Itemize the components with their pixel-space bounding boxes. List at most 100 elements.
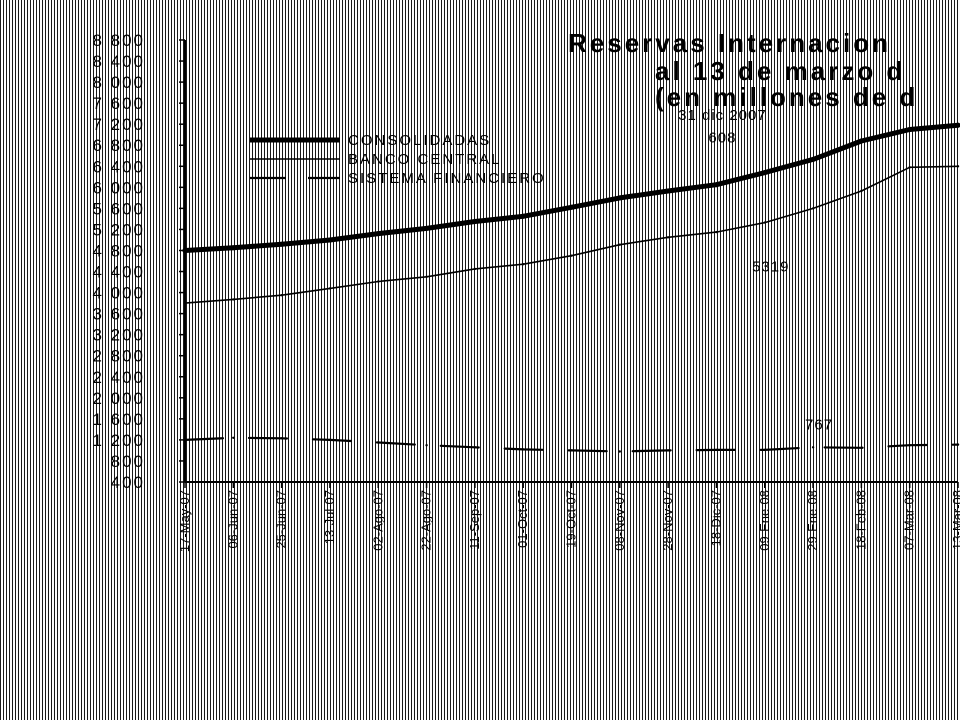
y-tick-label: 7 600 [92, 94, 145, 113]
series-point [955, 122, 960, 128]
title-line-2: al 13 de marzo d [655, 56, 905, 86]
y-tick-label: 8 400 [92, 52, 145, 71]
series-point [811, 207, 815, 210]
series-point [377, 441, 380, 444]
series-point [424, 225, 430, 231]
series-point [327, 237, 333, 243]
series-line [182, 122, 960, 253]
x-tick-label: 13-Jul-07 [322, 490, 337, 544]
y-tick-label: 3 200 [92, 326, 145, 345]
series-point [860, 446, 863, 449]
y-tick-label: 5 600 [92, 199, 145, 218]
chart-title: Reservas Internacion al 13 de marzo d (e… [568, 28, 918, 112]
legend-item-label: CONSOLIDADAS [348, 132, 491, 149]
y-axis-ticks: 400 800 1 200 1 600 2 000 2 400 2 800 3 200 3 60… [92, 31, 185, 492]
series-point [232, 436, 235, 439]
y-tick-label: 400 [111, 473, 145, 492]
series-point [279, 241, 285, 247]
y-tick-label: 6 000 [92, 178, 145, 197]
series-point [666, 236, 670, 239]
series-point [230, 245, 236, 251]
annotation-label: 608 [708, 130, 736, 147]
series-point [328, 287, 332, 290]
chart-annotations: 31 dic 2007 608 5319 767 [678, 107, 833, 433]
series-point [666, 449, 670, 452]
series-point [763, 448, 766, 452]
series-point [472, 219, 478, 224]
series-point [377, 280, 380, 283]
y-tick-label: 800 [111, 452, 145, 471]
series-point [280, 294, 283, 297]
x-tick-label: 22-Ago-07 [419, 490, 434, 551]
legend-item-label: BANCO CENTRAL [348, 151, 502, 168]
series-point [908, 444, 911, 447]
series-point [762, 170, 768, 176]
x-tick-label: 29-Ene-08 [805, 490, 820, 551]
x-tick-label: 13-Mar-08 [950, 490, 960, 550]
series-point [520, 213, 526, 219]
x-tick-label: 25-Jun-07 [274, 490, 289, 549]
x-tick-label: 19-Oct-07 [564, 490, 579, 548]
series-point [570, 254, 573, 257]
series-point [232, 298, 235, 301]
series-point [617, 195, 623, 201]
y-tick-label: 8 800 [92, 31, 145, 50]
x-tick-label: 28-Nov-07 [660, 490, 675, 551]
series-lines [182, 122, 960, 453]
series-point [858, 138, 864, 144]
series-point [763, 221, 766, 224]
series-point [328, 438, 332, 442]
series-point [956, 443, 960, 446]
y-tick-label: 6 400 [92, 157, 145, 176]
annotation-label: 31 dic 2007 [678, 107, 767, 124]
series-point [810, 156, 816, 162]
x-tick-label: 07-Mar-08 [902, 490, 917, 550]
x-tick-label: 01-Oct-07 [515, 490, 530, 548]
series-point [811, 446, 815, 449]
y-tick-label: 7 200 [92, 115, 145, 134]
x-tick-label: 02-Ago-07 [370, 490, 385, 551]
series-point [473, 267, 477, 271]
series-point [473, 446, 477, 449]
series-point [569, 204, 574, 210]
series-point [522, 448, 525, 451]
series-point [665, 188, 671, 194]
series-line [184, 165, 959, 304]
chart-legend: CONSOLIDADAS BANCO CENTRAL SISTEMA FINANCI… [250, 132, 546, 187]
series-point [425, 444, 428, 447]
y-tick-label: 2 400 [92, 368, 145, 387]
annotation-label: 5319 [752, 259, 789, 276]
series-point [715, 448, 718, 452]
y-tick-label: 5 200 [92, 220, 145, 239]
x-tick-label: 11-Sep-07 [467, 490, 482, 550]
series-point [618, 243, 621, 246]
x-tick-label: 06-Jun-07 [225, 490, 240, 549]
series-point [618, 450, 621, 453]
series-point [956, 165, 960, 168]
series-point [860, 189, 863, 193]
title-line-3: (en millones de d [655, 82, 918, 112]
annotation-label: 767 [805, 416, 833, 433]
y-tick-label: 2 800 [92, 347, 145, 366]
y-tick-label: 4 000 [92, 284, 145, 303]
x-axis-ticks: 17-May-07 06-Jun-07 25-Jun-07 13-Jul-07 02-A… [177, 482, 960, 552]
y-tick-label: 4 400 [92, 263, 145, 282]
y-tick-label: 8 000 [92, 73, 145, 92]
series-point [715, 230, 718, 234]
legend-item-label: SISTEMA FINANCIERO [348, 170, 546, 187]
x-tick-label: 09-Ene-08 [757, 490, 772, 551]
x-tick-label: 18-Dic-07 [708, 490, 723, 546]
series-point [280, 437, 283, 440]
series-point [713, 182, 719, 188]
series-point [183, 438, 187, 442]
series-point [182, 248, 188, 253]
series-point [570, 449, 573, 452]
y-tick-label: 4 800 [92, 241, 145, 260]
series-point [425, 275, 428, 278]
series-point [183, 301, 187, 305]
y-tick-label: 1 200 [92, 431, 145, 450]
x-tick-label: 08-Nov-07 [612, 490, 627, 551]
y-tick-label: 6 800 [92, 136, 145, 155]
